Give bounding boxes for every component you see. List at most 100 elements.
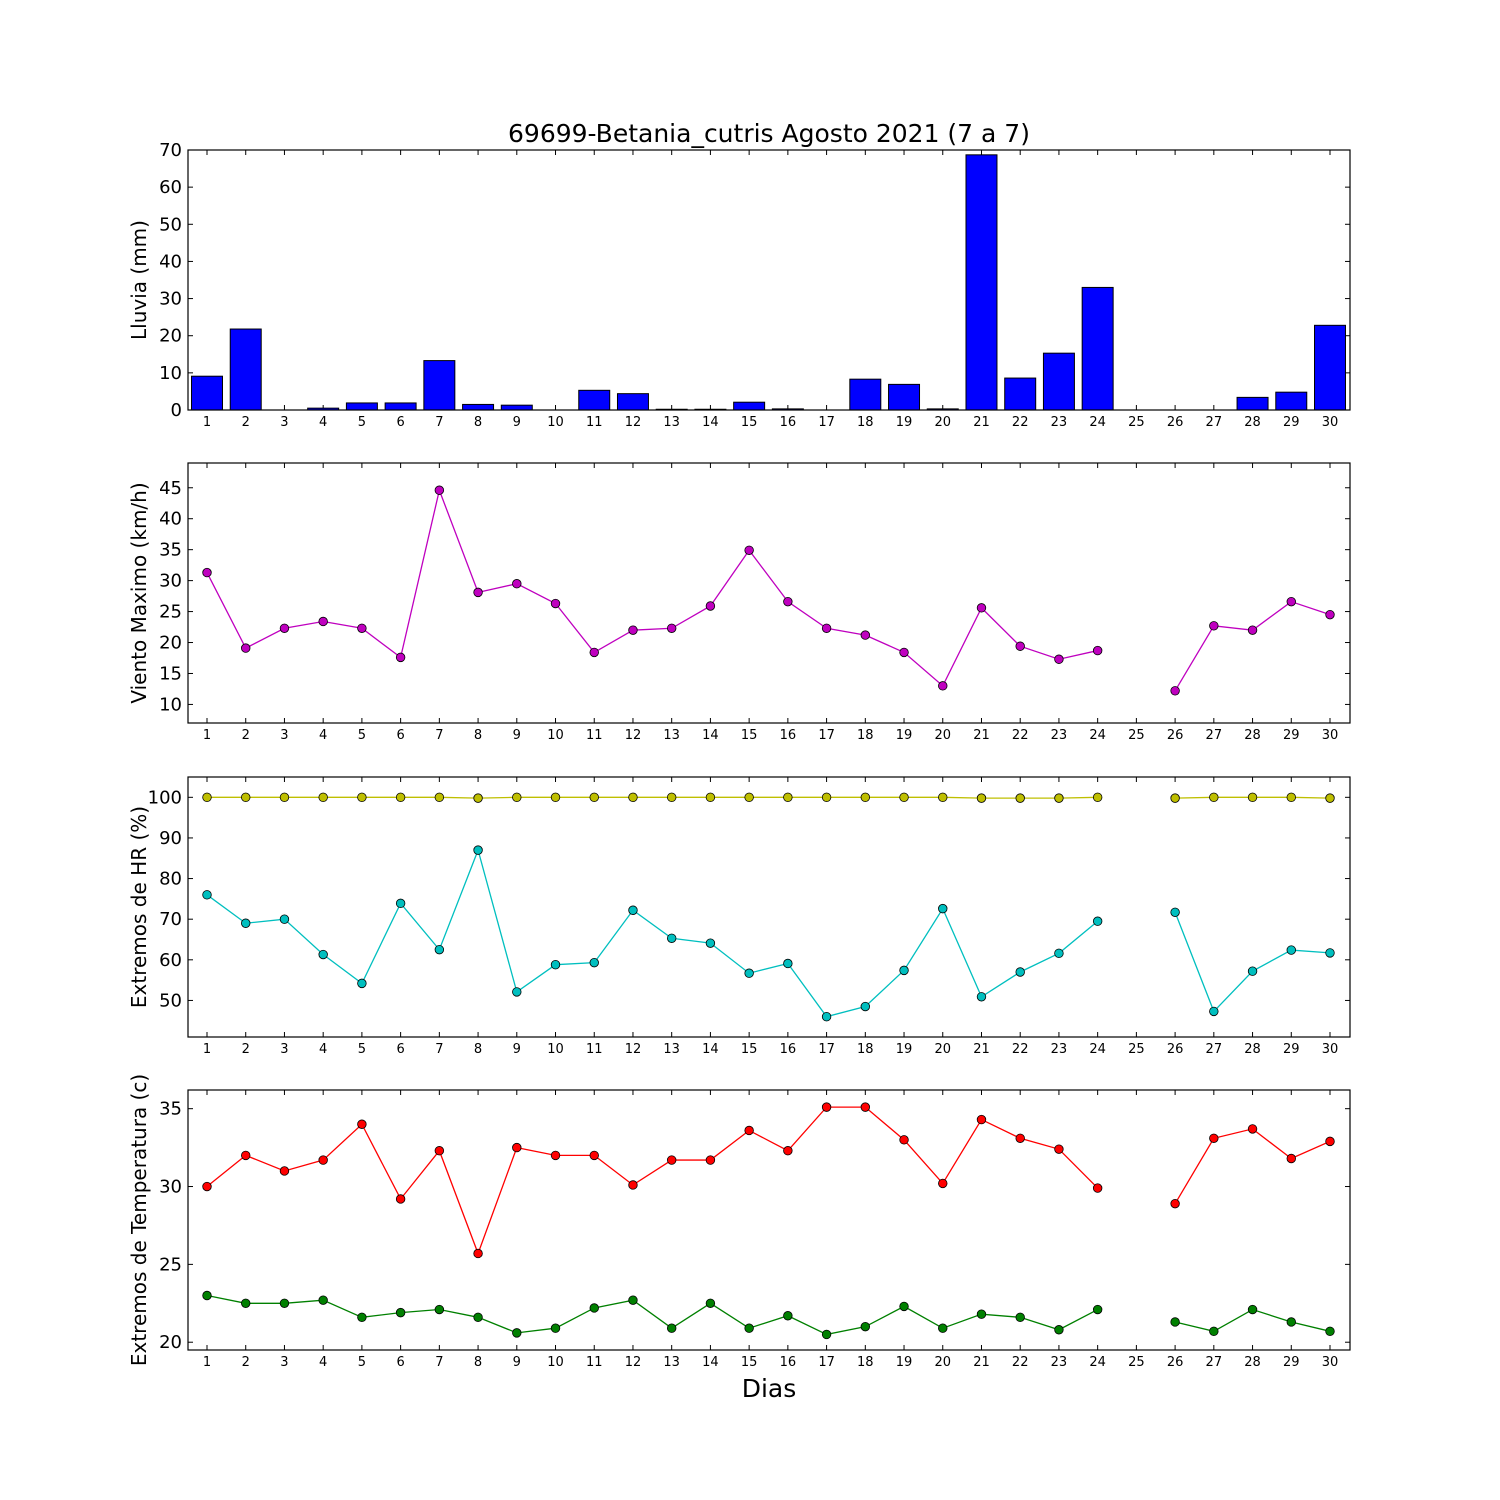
x-tick-label: 29	[1283, 1042, 1300, 1057]
data-point	[628, 1180, 638, 1190]
plot-frame	[187, 1089, 1351, 1351]
x-tick-label: 1	[203, 1042, 211, 1057]
data-point	[434, 1146, 445, 1156]
data-point	[1170, 1317, 1180, 1327]
x-tick-label: 6	[396, 728, 404, 743]
x-tick-label: 26	[1167, 728, 1184, 743]
data-point	[976, 793, 987, 803]
data-point	[705, 601, 716, 611]
data-point	[1092, 792, 1103, 803]
x-tick-label: 20	[934, 415, 951, 430]
data-point	[550, 1150, 561, 1161]
y-tick-label: 25	[159, 602, 182, 623]
y-tick-label: 70	[159, 909, 182, 930]
x-tick-label: 30	[1322, 1042, 1339, 1057]
series-line	[1174, 1128, 1331, 1204]
data-point	[1054, 1325, 1064, 1335]
data-point	[938, 681, 948, 691]
x-tick-label: 4	[319, 415, 327, 430]
data-point	[821, 1102, 832, 1112]
data-point	[628, 625, 638, 635]
x-tick-label: 27	[1206, 728, 1223, 743]
rain-bar	[500, 404, 533, 411]
rain-bar	[849, 378, 882, 411]
data-point	[512, 1142, 522, 1153]
x-tick-label: 12	[625, 728, 642, 743]
rain-bar	[616, 393, 649, 411]
data-point	[1286, 1317, 1296, 1327]
x-tick-label: 5	[358, 1042, 366, 1057]
series-line	[1174, 600, 1331, 692]
x-tick-label: 27	[1206, 415, 1223, 430]
x-tick-label: 30	[1322, 1355, 1339, 1370]
x-tick-label: 10	[547, 1355, 564, 1370]
x-tick-label: 19	[896, 415, 913, 430]
data-point	[1325, 1326, 1335, 1337]
figure-title: 69699-Betania_cutris Agosto 2021 (7 a 7)	[508, 119, 1030, 148]
x-tick-label: 12	[625, 1042, 642, 1057]
data-point	[395, 1194, 406, 1204]
data-point	[1054, 793, 1064, 803]
x-tick-label: 16	[780, 1355, 797, 1370]
x-tick-label: 27	[1206, 1042, 1223, 1057]
x-tick-label: 14	[702, 1042, 719, 1057]
data-point	[1286, 596, 1296, 607]
x-tick-label: 23	[1051, 415, 1068, 430]
data-point	[899, 647, 909, 658]
data-point	[821, 1329, 832, 1340]
data-point	[550, 598, 561, 609]
x-tick-label: 15	[741, 1355, 758, 1370]
x-tick-label: 14	[702, 728, 719, 743]
plot-frame	[187, 462, 1351, 724]
data-point	[899, 792, 909, 803]
x-tick-label: 8	[474, 415, 482, 430]
data-point	[1092, 1304, 1103, 1315]
data-point	[783, 958, 793, 969]
data-point	[705, 938, 716, 948]
x-tick-label: 1	[203, 728, 211, 743]
y-tick-label: 0	[171, 400, 182, 421]
data-point	[279, 1298, 290, 1308]
data-point	[628, 1295, 638, 1305]
x-tick-label: 14	[702, 415, 719, 430]
y-tick-label: 20	[159, 1332, 182, 1353]
data-point	[976, 1114, 987, 1125]
data-point	[1286, 945, 1296, 955]
x-tick-label: 20	[934, 1355, 951, 1370]
data-point	[1325, 1136, 1335, 1147]
series-line	[206, 1106, 1099, 1256]
data-point	[783, 596, 793, 607]
x-tick-label: 18	[857, 1042, 874, 1057]
y-tick-label: 40	[159, 251, 182, 272]
x-tick-label: 30	[1322, 415, 1339, 430]
x-tick-label: 24	[1089, 1042, 1106, 1057]
data-point	[395, 652, 406, 663]
x-tick-label: 3	[280, 415, 288, 430]
x-tick-label: 15	[741, 728, 758, 743]
data-point	[1015, 1312, 1025, 1323]
y-axis-label: Extremos de HR (%)	[127, 806, 151, 1008]
x-tick-label: 12	[625, 415, 642, 430]
data-point	[628, 905, 638, 915]
data-point	[512, 579, 522, 589]
data-point	[279, 914, 290, 924]
data-point	[589, 792, 599, 803]
x-tick-label: 18	[857, 415, 874, 430]
data-point	[744, 1125, 754, 1136]
x-tick-label: 22	[1012, 415, 1029, 430]
x-tick-label: 19	[896, 728, 913, 743]
x-tick-label: 7	[435, 1042, 443, 1057]
y-tick-label: 45	[159, 478, 182, 499]
x-tick-label: 18	[857, 1355, 874, 1370]
x-tick-label: 25	[1128, 728, 1145, 743]
x-tick-label: 13	[663, 728, 680, 743]
x-tick-label: 6	[396, 415, 404, 430]
series-line	[1174, 912, 1331, 1013]
y-tick-label: 10	[159, 694, 182, 715]
x-tick-label: 17	[818, 415, 835, 430]
x-tick-label: 7	[435, 415, 443, 430]
x-tick-label: 28	[1244, 1355, 1261, 1370]
x-tick-label: 19	[896, 1355, 913, 1370]
x-tick-label: 28	[1244, 1042, 1261, 1057]
